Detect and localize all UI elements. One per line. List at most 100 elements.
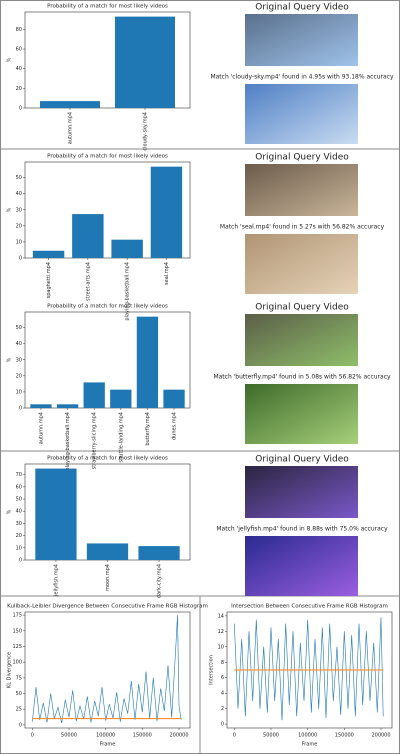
x-tick-label: street-arts.mp4	[85, 262, 91, 301]
y-tick-label: 20	[16, 86, 22, 92]
y-tick-label: 60	[16, 484, 22, 490]
line-series	[234, 617, 384, 721]
axes	[24, 11, 191, 109]
chart-title: Intersection Between Consecutive Frame R…	[231, 604, 388, 610]
query-title: Original Query Video	[255, 153, 349, 163]
x-tick-label: 50000	[61, 733, 77, 739]
x-tick-label: playing-basketball.mp4	[125, 262, 131, 321]
y-tick-label: 10	[16, 389, 22, 395]
match-image	[245, 234, 358, 294]
query-title: Original Query Video	[255, 303, 349, 313]
query-image	[245, 164, 358, 216]
bar	[86, 543, 129, 560]
x-tick-label: seal.mp4	[164, 262, 170, 285]
x-tick-label: autumn.mp4	[68, 112, 74, 144]
y-axis-label: %	[7, 509, 13, 514]
bar	[163, 389, 185, 408]
y-tick-label: 40	[16, 341, 22, 347]
y-tick-label: 0	[19, 722, 22, 728]
bar	[35, 468, 77, 560]
axes	[24, 611, 191, 729]
x-tick-label: spaghetti.mp4	[46, 262, 52, 298]
x-tick-label: 100000	[96, 733, 115, 739]
match-image	[245, 536, 358, 596]
y-tick-label: 40	[16, 509, 22, 515]
x-tick-label: playing-basketball.mp4	[65, 412, 71, 471]
bar	[115, 16, 175, 109]
y-tick-label: 75	[16, 675, 22, 681]
y-tick-label: 50	[16, 497, 22, 503]
y-tick-label: 70	[16, 472, 22, 478]
x-tick-label: 200000	[169, 733, 188, 739]
y-tick-label: 0	[221, 722, 224, 728]
x-tick-label: dark-city.mp4	[157, 564, 163, 598]
y-tick-label: 0	[19, 256, 22, 262]
query-title: Original Query Video	[255, 455, 349, 465]
y-tick-label: 80	[16, 27, 22, 33]
chart-title: Kullback-Leibler Divergence Between Cons…	[7, 604, 208, 610]
x-tick-label: 150000	[335, 733, 354, 739]
y-tick-label: 25	[16, 707, 22, 713]
x-tick-label: butterfly.mp4	[145, 412, 151, 446]
x-tick-label: 150000	[133, 733, 152, 739]
x-tick-label: 0	[233, 733, 236, 739]
x-tick-label: 0	[31, 733, 34, 739]
y-tick-label: 0	[19, 558, 22, 564]
y-tick-label: 150	[12, 628, 22, 634]
y-axis-label: %	[7, 357, 13, 362]
bar	[138, 546, 180, 560]
bar	[150, 166, 183, 258]
x-axis-label: Frame	[302, 742, 318, 748]
y-tick-label: 125	[12, 644, 22, 650]
y-tick-label: 100	[12, 660, 22, 666]
y-tick-label: 14	[218, 613, 224, 619]
y-tick-label: 30	[16, 521, 22, 527]
y-tick-label: 50	[16, 175, 22, 181]
match-text: Match 'butterfly.mp4' found in 5.08s wit…	[213, 374, 391, 381]
y-tick-label: 6	[221, 675, 224, 681]
x-tick-label: shuttle-landing.mp4	[118, 412, 124, 462]
x-tick-label: 200000	[371, 733, 390, 739]
bar	[110, 389, 132, 408]
query-image	[245, 314, 358, 366]
x-tick-label: cloudy-sky.mp4	[143, 112, 149, 151]
y-tick-label: 8	[221, 660, 224, 666]
match-text: Match 'jellyfish.mp4' found in 8.88s wit…	[216, 526, 388, 533]
y-tick-label: 10	[16, 239, 22, 245]
chart-title: Probability of a match for most likely v…	[47, 304, 168, 310]
y-tick-label: 4	[221, 691, 224, 697]
y-tick-label: 40	[16, 191, 22, 197]
bar	[30, 404, 52, 408]
y-axis-label: %	[7, 207, 13, 212]
x-tick-label: autumn.mp4	[38, 412, 44, 444]
y-axis-label: KL Divergence	[7, 652, 13, 688]
y-tick-label: 20	[16, 373, 22, 379]
match-image	[245, 84, 358, 144]
y-axis-label: %	[7, 57, 13, 62]
y-tick-label: 12	[218, 629, 224, 635]
bar	[40, 101, 100, 108]
match-image	[245, 384, 358, 444]
y-tick-label: 10	[16, 545, 22, 551]
axes	[226, 611, 393, 729]
bar	[136, 316, 159, 408]
x-tick-label: moon.mp4	[105, 564, 111, 591]
line-series	[32, 615, 182, 724]
bar	[56, 404, 79, 408]
x-tick-label: dunes.mp4	[172, 412, 178, 440]
match-text: Match 'seal.mp4' found in 5.27s with 56.…	[220, 224, 385, 231]
y-tick-label: 60	[16, 47, 22, 53]
chart-title: Probability of a match for most likely v…	[47, 154, 168, 160]
y-tick-label: 2	[221, 706, 224, 712]
y-tick-label: 40	[16, 66, 22, 72]
query-image	[245, 466, 358, 518]
x-axis-label: Frame	[100, 742, 116, 748]
y-tick-label: 50	[16, 691, 22, 697]
query-image	[245, 14, 358, 66]
bar	[32, 250, 65, 258]
y-tick-label: 20	[16, 223, 22, 229]
y-tick-label: 30	[16, 357, 22, 363]
x-tick-label: 50000	[263, 733, 279, 739]
bar	[72, 214, 104, 258]
match-text: Match 'cloudy-sky.mp4' found in 4.95s wi…	[210, 74, 394, 81]
